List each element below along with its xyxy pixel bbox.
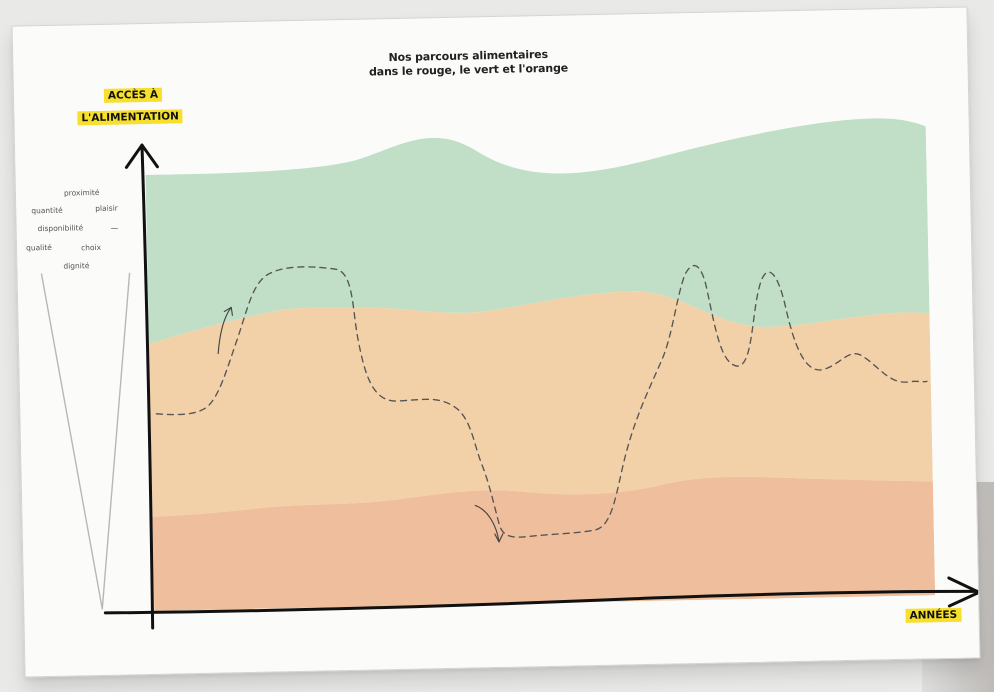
y-axis-label-line-2: L'ALIMENTATION <box>77 109 184 126</box>
left-funnel-shape <box>40 272 131 610</box>
criterion-availability: disponibilité <box>37 223 84 234</box>
criterion-continuation: — <box>110 223 119 233</box>
y-axis-arrowhead-icon <box>124 143 159 169</box>
food-journey-diagram <box>40 118 981 630</box>
criterion-pleasure: plaisir <box>95 203 118 214</box>
y-axis-label-line-1: ACCÈS À <box>103 87 163 103</box>
upward-arrow-icon <box>217 306 233 355</box>
x-axis-label: ANNÉES <box>905 607 962 623</box>
y-axis-line <box>140 143 155 630</box>
criterion-proximity: proximité <box>63 187 100 198</box>
criterion-quality: qualité <box>25 242 52 253</box>
x-axis-line <box>103 589 980 615</box>
downward-arrow-icon <box>474 504 504 543</box>
green-zone <box>145 118 930 344</box>
colored-zones <box>145 118 936 611</box>
criterion-dignity: dignité <box>63 261 90 271</box>
dashed-food-path <box>155 264 928 538</box>
diagram-board: Nos parcours alimentaires dans le rouge,… <box>11 6 981 678</box>
criterion-quantity: quantité <box>31 205 63 216</box>
orange-zone <box>148 291 933 517</box>
red-zone <box>152 476 936 611</box>
criterion-choice: choix <box>80 242 102 253</box>
